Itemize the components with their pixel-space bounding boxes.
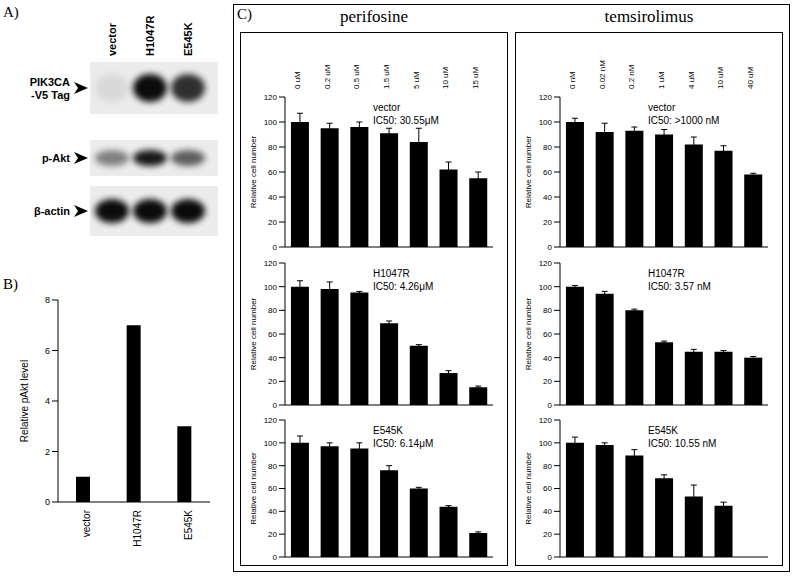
- svg-text:60: 60: [268, 330, 277, 339]
- svg-text:20: 20: [543, 530, 552, 539]
- svg-text:Relative cell number: Relative cell number: [249, 135, 258, 208]
- svg-text:4 uM: 4 uM: [687, 71, 696, 89]
- svg-text:0: 0: [548, 401, 553, 410]
- svg-text:100: 100: [539, 439, 553, 448]
- svg-text:0: 0: [273, 401, 278, 410]
- svg-text:0: 0: [273, 243, 278, 252]
- svg-text:40: 40: [268, 354, 277, 363]
- svg-text:5 uM: 5 uM: [412, 71, 421, 89]
- svg-text:p-Akt: p-Akt: [42, 152, 70, 164]
- svg-text:vector: vector: [106, 22, 118, 56]
- svg-text:80: 80: [268, 306, 277, 315]
- html-text:IC50: >1000 nM: IC50: >1000 nM: [648, 115, 720, 126]
- svg-text:Relative cell number: Relative cell number: [524, 135, 533, 208]
- svg-text:0.2 uM: 0.2 uM: [323, 64, 332, 89]
- svg-text:6: 6: [45, 346, 50, 356]
- svg-text:E545K: E545K: [182, 22, 194, 56]
- svg-text:120: 120: [539, 259, 553, 268]
- svg-text:120: 120: [264, 93, 278, 102]
- svg-text:2: 2: [45, 447, 50, 457]
- svg-text:40: 40: [543, 507, 552, 516]
- svg-text:1 uM: 1 uM: [657, 71, 666, 89]
- svg-text:100: 100: [539, 118, 553, 127]
- svg-text:8: 8: [45, 295, 50, 305]
- svg-text:20: 20: [543, 218, 552, 227]
- svg-text:1.5 uM: 1.5 uM: [382, 64, 391, 89]
- svg-text:vector: vector: [81, 509, 92, 537]
- svg-text:60: 60: [268, 484, 277, 493]
- html-text:C): C): [237, 6, 252, 22]
- svg-text:0 uM: 0 uM: [293, 71, 302, 89]
- svg-text:80: 80: [543, 306, 552, 315]
- svg-text:40: 40: [268, 507, 277, 516]
- html-text:IC50: 4.26μM: IC50: 4.26μM: [373, 281, 434, 292]
- svg-text:H1047R: H1047R: [132, 510, 143, 547]
- svg-text:20: 20: [268, 377, 277, 386]
- svg-text:100: 100: [264, 118, 278, 127]
- svg-text:Relative cell number: Relative cell number: [524, 452, 533, 525]
- html-text:perifosine: perifosine: [340, 7, 408, 26]
- svg-text:40: 40: [543, 193, 552, 202]
- svg-text:80: 80: [543, 143, 552, 152]
- svg-text:60: 60: [543, 168, 552, 177]
- svg-text:Relative pAkt level: Relative pAkt level: [19, 360, 30, 442]
- svg-text:20: 20: [543, 377, 552, 386]
- svg-text:60: 60: [543, 330, 552, 339]
- html-text:IC50: 3.57 nM: IC50: 3.57 nM: [648, 281, 711, 292]
- svg-text:60: 60: [268, 168, 277, 177]
- svg-text:PIK3CA: PIK3CA: [30, 76, 70, 88]
- html-text:IC50: 10.55 nM: IC50: 10.55 nM: [648, 438, 717, 449]
- svg-text:Relative cell number: Relative cell number: [524, 297, 533, 370]
- svg-text:0: 0: [273, 553, 278, 562]
- svg-text:80: 80: [268, 143, 277, 152]
- svg-text:120: 120: [539, 93, 553, 102]
- svg-text:0: 0: [548, 553, 553, 562]
- svg-text:100: 100: [264, 283, 278, 292]
- svg-text:120: 120: [539, 416, 553, 425]
- svg-text:80: 80: [268, 462, 277, 471]
- svg-text:E545K: E545K: [183, 510, 194, 540]
- html-text:E545K: E545K: [373, 425, 403, 436]
- svg-text:0.02 nM: 0.02 nM: [598, 60, 607, 89]
- svg-text:-V5 Tag: -V5 Tag: [31, 89, 70, 101]
- svg-text:120: 120: [264, 416, 278, 425]
- svg-text:4: 4: [45, 396, 50, 406]
- svg-text:100: 100: [539, 283, 553, 292]
- svg-text:10 uM: 10 uM: [716, 66, 725, 89]
- svg-text:40: 40: [543, 354, 552, 363]
- html-text:IC50: 6.14μM: IC50: 6.14μM: [373, 438, 434, 449]
- svg-text:0 nM: 0 nM: [568, 71, 577, 89]
- html-text:vector: vector: [648, 102, 676, 113]
- svg-text:60: 60: [543, 484, 552, 493]
- html-text:H1047R: H1047R: [648, 268, 685, 279]
- svg-text:40: 40: [268, 193, 277, 202]
- html-text:B): B): [3, 276, 18, 292]
- svg-text:0.5 uM: 0.5 uM: [352, 64, 361, 89]
- svg-text:100: 100: [264, 439, 278, 448]
- svg-text:120: 120: [264, 259, 278, 268]
- svg-text:0: 0: [45, 497, 50, 507]
- svg-text:10 uM: 10 uM: [441, 66, 450, 89]
- svg-text:0: 0: [548, 243, 553, 252]
- svg-text:15 uM: 15 uM: [471, 66, 480, 89]
- svg-text:Relative cell number: Relative cell number: [249, 297, 258, 370]
- html-text:H1047R: H1047R: [373, 268, 410, 279]
- svg-text:20: 20: [268, 218, 277, 227]
- svg-text:β-actin: β-actin: [34, 205, 70, 217]
- svg-text:80: 80: [543, 462, 552, 471]
- html-text:A): A): [3, 4, 19, 20]
- html-text:IC50: 30.55μM: IC50: 30.55μM: [373, 115, 439, 126]
- html-text:temsirolimus: temsirolimus: [604, 7, 694, 26]
- svg-text:0.2 nM: 0.2 nM: [627, 64, 636, 89]
- svg-text:H1047R: H1047R: [144, 16, 156, 56]
- svg-text:Relative cell number: Relative cell number: [249, 452, 258, 525]
- html-text:E545K: E545K: [648, 425, 678, 436]
- svg-text:20: 20: [268, 530, 277, 539]
- html-text:vector: vector: [373, 102, 401, 113]
- svg-text:40 uM: 40 uM: [746, 66, 755, 89]
